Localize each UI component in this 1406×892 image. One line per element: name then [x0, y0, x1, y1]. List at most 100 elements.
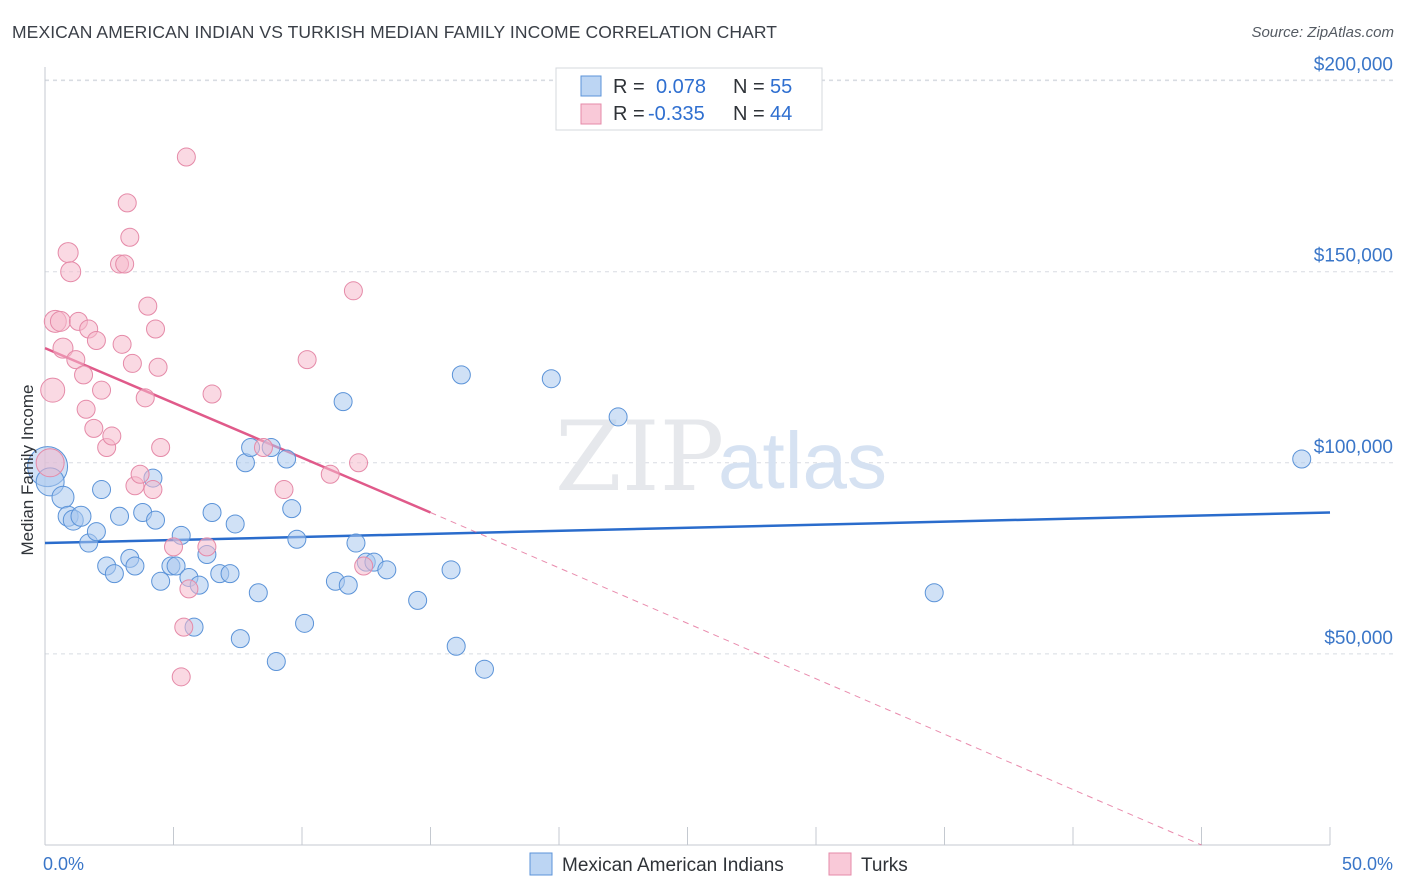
point-1-7 — [66, 350, 86, 370]
point-1-39 — [274, 480, 294, 500]
point-1-43 — [349, 453, 369, 473]
x-tick-label-1: 50.0% — [1342, 854, 1393, 874]
bottom-legend-swatch-blue — [529, 852, 553, 876]
watermark-atlas: atlas — [718, 416, 887, 505]
trend-lines — [44, 346, 1331, 846]
y-tick-label-1: $100,000 — [1314, 437, 1393, 458]
point-1-28 — [146, 319, 166, 339]
legend-r-value-2: -0.335 — [648, 103, 705, 125]
legend-r-label-2: R = — [613, 103, 645, 125]
point-1-0 — [35, 448, 65, 478]
y-axis-label: Median Family Income — [18, 384, 37, 555]
point-1-3 — [49, 310, 71, 332]
legend-swatch-blue — [580, 75, 602, 97]
y-tick-label-2: $150,000 — [1314, 246, 1393, 267]
point-0-8 — [92, 480, 112, 500]
point-0-13 — [125, 556, 145, 576]
point-1-26 — [138, 296, 158, 316]
point-0-48 — [446, 636, 466, 656]
legend-n-value-1: 55 — [770, 76, 792, 98]
point-0-46 — [408, 590, 428, 610]
point-1-36 — [197, 537, 217, 557]
axes — [44, 67, 1331, 846]
point-0-27 — [220, 564, 240, 584]
point-1-33 — [174, 617, 194, 637]
point-1-30 — [151, 438, 171, 458]
point-1-5 — [57, 242, 79, 264]
y-tick-label-0: $50,000 — [1324, 628, 1393, 649]
y-tick-labels: $50,000 $100,000 $150,000 $200,000 — [1314, 55, 1393, 649]
x-tick-labels: 0.0% 50.0% — [43, 854, 1393, 874]
point-0-50 — [474, 659, 494, 679]
point-1-37 — [202, 384, 222, 404]
point-0-11 — [110, 506, 130, 526]
legend-swatch-pink — [580, 103, 602, 125]
point-1-22 — [122, 353, 142, 373]
point-1-20 — [117, 193, 137, 213]
point-0-19 — [166, 556, 186, 576]
trend-line-blue — [44, 511, 1331, 545]
point-0-41 — [338, 575, 358, 595]
point-0-16 — [146, 510, 166, 530]
point-1-41 — [320, 464, 340, 484]
point-1-29 — [148, 357, 168, 377]
point-0-53 — [924, 583, 944, 603]
point-0-38 — [295, 613, 315, 633]
top-legend: R = 0.078 N = 55 R = -0.335 N = 44 — [555, 67, 823, 131]
point-1-35 — [179, 579, 199, 599]
legend-r-label-1: R = — [613, 76, 645, 98]
point-0-54 — [1292, 449, 1312, 469]
point-1-25 — [135, 388, 155, 408]
point-1-13 — [86, 330, 106, 350]
point-1-40 — [297, 350, 317, 370]
legend-n-label-1: N = — [733, 76, 765, 98]
grid-lines — [45, 79, 1395, 655]
legend-n-label-2: N = — [733, 103, 765, 125]
point-1-19 — [115, 254, 135, 274]
point-1-32 — [171, 667, 191, 687]
point-1-34 — [176, 147, 196, 167]
point-0-2 — [51, 485, 75, 509]
trend-line-pink-extension — [430, 512, 1202, 846]
point-1-42 — [343, 281, 363, 301]
point-1-21 — [120, 227, 140, 247]
point-1-44 — [354, 556, 374, 576]
point-1-18 — [112, 334, 132, 354]
point-0-35 — [277, 449, 297, 469]
watermark: ZIP atlas — [555, 401, 887, 513]
bottom-legend-label-pink: Turks — [861, 855, 908, 876]
y-tick-label-3: $200,000 — [1314, 55, 1393, 76]
point-0-32 — [248, 583, 268, 603]
point-0-17 — [151, 571, 171, 591]
point-0-29 — [230, 629, 250, 649]
point-1-27 — [143, 480, 163, 500]
point-1-38 — [253, 438, 273, 458]
point-0-49 — [451, 365, 471, 385]
point-1-9 — [74, 365, 94, 385]
point-0-28 — [225, 514, 245, 534]
point-0-7 — [86, 522, 106, 542]
point-0-40 — [333, 392, 353, 412]
watermark-zip: ZIP — [555, 401, 724, 513]
point-0-10 — [104, 564, 124, 584]
bottom-legend-label-blue: Mexican American Indians — [562, 855, 784, 876]
legend-n-value-2: 44 — [770, 103, 792, 125]
point-0-51 — [541, 369, 561, 389]
point-1-31 — [164, 537, 183, 557]
point-0-34 — [266, 652, 286, 672]
point-1-10 — [76, 399, 96, 419]
chart-title: MEXICAN AMERICAN INDIAN VS TURKISH MEDIA… — [12, 22, 778, 42]
trend-line-pink — [44, 346, 431, 514]
point-1-12 — [84, 418, 104, 438]
point-1-14 — [92, 380, 112, 400]
point-0-52 — [608, 407, 628, 427]
point-1-16 — [102, 426, 122, 446]
legend-r-value-1: 0.078 — [656, 76, 706, 98]
point-0-47 — [441, 560, 461, 580]
bottom-legend-swatch-pink — [828, 852, 852, 876]
point-0-25 — [202, 502, 222, 522]
data-points — [27, 147, 1312, 687]
bottom-legend: Mexican American Indians Turks — [529, 852, 908, 876]
point-0-45 — [377, 560, 397, 580]
